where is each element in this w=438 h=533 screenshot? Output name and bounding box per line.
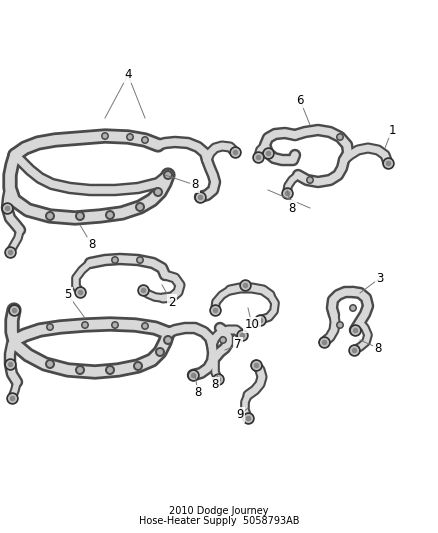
Circle shape: [47, 361, 53, 367]
Circle shape: [155, 189, 161, 195]
Text: 6: 6: [296, 93, 304, 107]
Text: 3: 3: [376, 271, 384, 285]
Text: 4: 4: [124, 69, 132, 82]
Circle shape: [143, 138, 148, 142]
Circle shape: [83, 322, 88, 327]
Text: 5: 5: [64, 288, 72, 302]
Circle shape: [221, 337, 226, 342]
Circle shape: [111, 256, 119, 264]
Text: 8: 8: [88, 238, 95, 252]
Text: 8: 8: [288, 201, 296, 214]
Circle shape: [141, 322, 149, 330]
Circle shape: [75, 365, 85, 375]
Text: 10: 10: [244, 319, 259, 332]
Circle shape: [350, 305, 355, 310]
Circle shape: [127, 135, 132, 140]
Text: 1: 1: [388, 124, 396, 136]
Circle shape: [102, 134, 107, 139]
Circle shape: [107, 212, 113, 218]
Circle shape: [136, 256, 144, 264]
Circle shape: [163, 335, 173, 345]
Text: 8: 8: [191, 179, 199, 191]
Circle shape: [113, 257, 117, 262]
Text: 2010 Dodge Journey: 2010 Dodge Journey: [169, 506, 269, 516]
Circle shape: [165, 337, 171, 343]
Circle shape: [113, 322, 117, 327]
Circle shape: [126, 133, 134, 141]
Circle shape: [135, 202, 145, 212]
Circle shape: [163, 170, 173, 180]
Circle shape: [101, 132, 109, 140]
Text: 9: 9: [236, 408, 244, 422]
Circle shape: [336, 321, 344, 329]
Circle shape: [141, 136, 149, 144]
Circle shape: [105, 210, 115, 220]
Text: Hose-Heater Supply  5058793AB: Hose-Heater Supply 5058793AB: [139, 516, 299, 526]
Circle shape: [338, 135, 343, 140]
Circle shape: [165, 172, 171, 178]
Circle shape: [143, 324, 148, 328]
Circle shape: [133, 361, 143, 371]
Text: 2: 2: [168, 295, 176, 309]
Circle shape: [81, 321, 89, 329]
Circle shape: [306, 176, 314, 184]
Text: 8: 8: [194, 386, 201, 400]
Circle shape: [45, 359, 55, 369]
Circle shape: [111, 321, 119, 329]
Circle shape: [138, 257, 142, 262]
Circle shape: [135, 363, 141, 369]
Circle shape: [46, 323, 54, 331]
Circle shape: [48, 325, 53, 329]
Circle shape: [77, 367, 83, 373]
Circle shape: [155, 347, 165, 357]
Circle shape: [137, 204, 143, 210]
Circle shape: [153, 187, 163, 197]
Text: 8: 8: [374, 342, 381, 354]
Circle shape: [47, 213, 53, 219]
Circle shape: [349, 304, 357, 312]
Circle shape: [107, 367, 113, 373]
Circle shape: [157, 349, 163, 355]
Text: 8: 8: [211, 378, 219, 392]
Circle shape: [77, 213, 83, 219]
Text: 7: 7: [234, 338, 242, 351]
Circle shape: [45, 211, 55, 221]
Circle shape: [219, 336, 227, 344]
Circle shape: [338, 322, 343, 327]
Circle shape: [307, 177, 312, 182]
Circle shape: [75, 211, 85, 221]
Circle shape: [105, 365, 115, 375]
Circle shape: [336, 133, 344, 141]
